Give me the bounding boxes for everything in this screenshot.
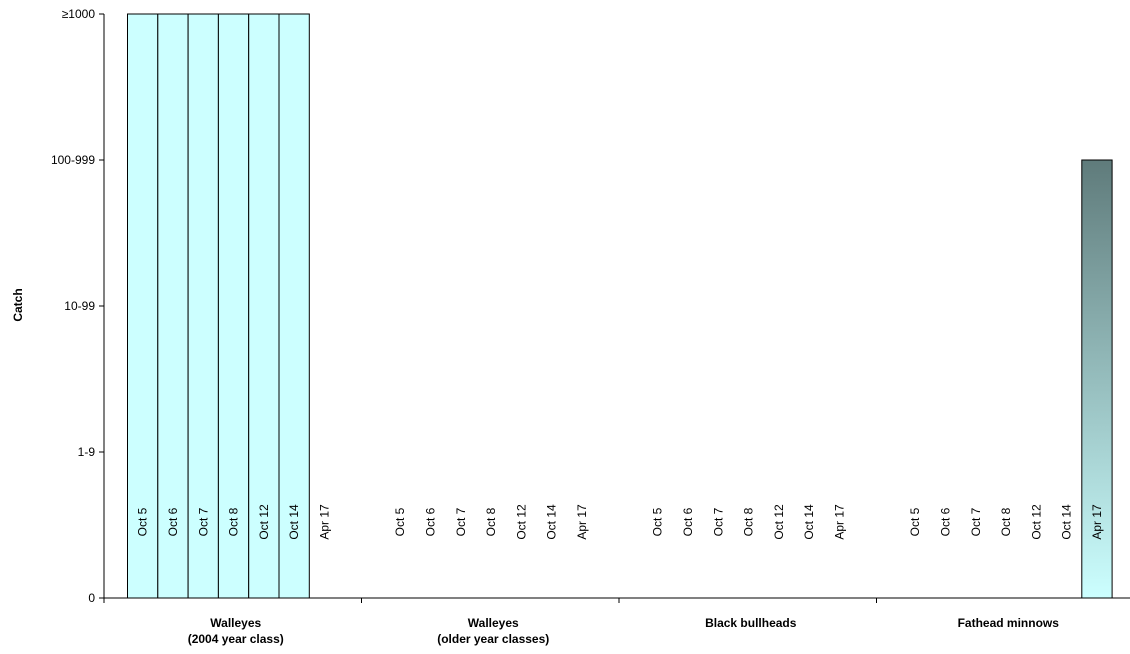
- date-label: Oct 7: [196, 507, 210, 536]
- date-label: Oct 12: [772, 504, 786, 540]
- date-label: Oct 14: [545, 504, 559, 540]
- group-label: Black bullheads: [705, 616, 797, 630]
- y-tick-label: 100-999: [51, 153, 95, 167]
- bar-1-6: [278, 13, 310, 599]
- date-label: Apr 17: [575, 504, 589, 540]
- date-label: Oct 6: [681, 507, 695, 536]
- y-tick-label: 10-99: [64, 299, 95, 313]
- date-label: Oct 8: [742, 507, 756, 536]
- date-label: Oct 12: [514, 504, 528, 540]
- date-label: Oct 8: [227, 507, 241, 536]
- date-label: Oct 8: [999, 507, 1013, 536]
- date-label: Oct 7: [711, 507, 725, 536]
- y-tick-label: 1-9: [78, 445, 96, 459]
- group-label: (older year classes): [437, 632, 549, 646]
- group-label: Fathead minnows: [958, 616, 1060, 630]
- bars-layer: [127, 13, 1113, 599]
- group-label: (2004 year class): [188, 632, 284, 646]
- date-label: Apr 17: [317, 504, 331, 540]
- date-label: Oct 8: [484, 507, 498, 536]
- y-tick-label: ≥1000: [62, 7, 96, 21]
- date-label: Oct 5: [651, 507, 665, 536]
- date-label: Oct 5: [908, 507, 922, 536]
- date-label: Oct 7: [969, 507, 983, 536]
- date-label: Oct 6: [938, 507, 952, 536]
- group-label: Walleyes: [468, 616, 519, 630]
- date-label: Oct 12: [257, 504, 271, 540]
- date-label: Apr 17: [832, 504, 846, 540]
- date-label: Oct 5: [393, 507, 407, 536]
- date-label: Oct 14: [287, 504, 301, 540]
- labels-layer: Oct 5 Oct 6 Oct 7 Oct 8 Oct 12 Oct 14 Apr 17 Wa…: [51, 7, 1104, 646]
- axes-layer: [99, 13, 1130, 603]
- y-tick-label: 0: [88, 591, 95, 605]
- date-label: Oct 14: [1060, 504, 1074, 540]
- date-label: Oct 14: [802, 504, 816, 540]
- date-label: Oct 12: [1029, 504, 1043, 540]
- date-label: Apr 17: [1090, 504, 1104, 540]
- bar-1-2: [157, 13, 189, 599]
- bar-1-3: [187, 13, 219, 599]
- date-label: Oct 6: [423, 507, 437, 536]
- date-label: Oct 7: [454, 507, 468, 536]
- bar-1-1: [127, 13, 159, 599]
- y-axis-title: Catch: [11, 288, 25, 321]
- date-label: Oct 5: [136, 507, 150, 536]
- group-label: Walleyes: [210, 616, 261, 630]
- date-label: Oct 6: [166, 507, 180, 536]
